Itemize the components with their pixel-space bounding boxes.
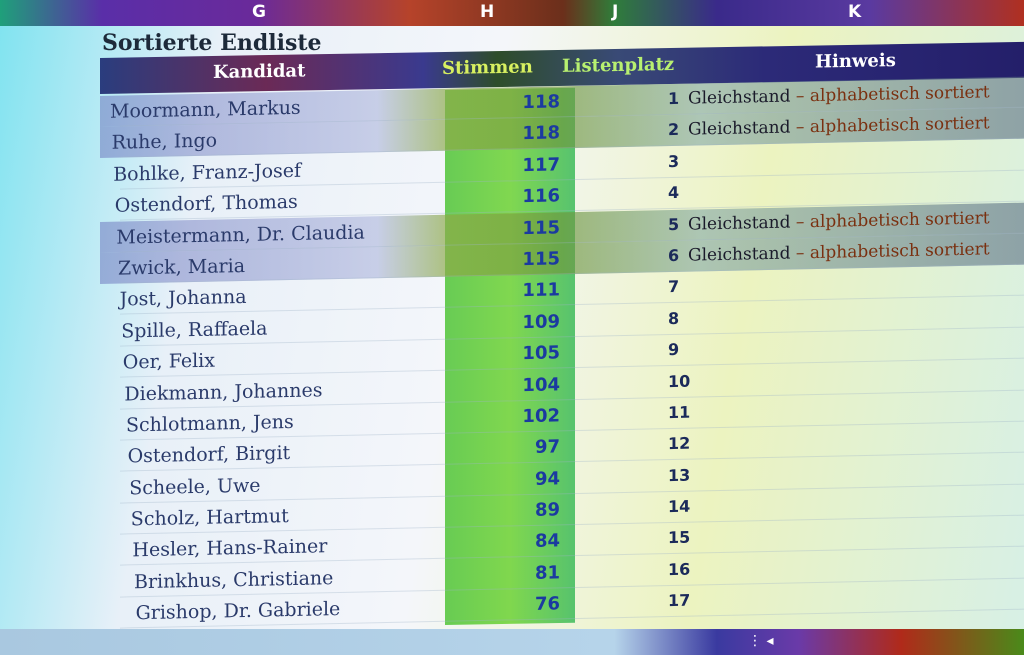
list-place-cell[interactable]: 13 — [668, 465, 691, 485]
votes-cell[interactable]: 111 — [522, 279, 560, 302]
votes-cell[interactable]: 81 — [534, 562, 560, 584]
tie-sorted-label: – alphabetisch sortiert — [795, 82, 990, 107]
votes-cell[interactable]: 84 — [534, 530, 560, 553]
column-header-j[interactable]: J — [612, 2, 619, 22]
tie-label: Gleichstand — [688, 212, 791, 235]
candidate-name-cell[interactable]: Grishop, Dr. Gabriele — [135, 598, 341, 625]
tie-sorted-label: – alphabetisch sortiert — [795, 113, 990, 138]
list-place-cell[interactable]: 5 — [668, 214, 680, 234]
results-table-body: Moormann, Markus 118 1 Gleichstand – alphab… — [100, 76, 1024, 630]
column-header-h[interactable]: H — [480, 2, 495, 22]
candidate-name-cell[interactable]: Bohlke, Franz-Josef — [113, 159, 302, 186]
tie-label: Gleichstand — [688, 243, 791, 266]
sheet-status-bar: ⋮ ◂ — [0, 629, 1024, 655]
candidate-name-cell[interactable]: Meistermann, Dr. Claudia — [116, 221, 365, 249]
list-place-cell[interactable]: 10 — [668, 371, 691, 391]
list-place-cell[interactable]: 8 — [668, 308, 680, 328]
tie-note-cell[interactable]: Gleichstand – alphabetisch sortiert — [688, 114, 990, 140]
list-place-cell[interactable]: 17 — [668, 590, 691, 611]
sheet-title: Sortierte Endliste — [102, 30, 322, 56]
list-place-cell[interactable]: 6 — [668, 245, 680, 266]
list-place-cell[interactable]: 1 — [668, 88, 680, 109]
votes-cell[interactable]: 105 — [522, 342, 560, 365]
tie-note-cell[interactable]: Gleichstand – alphabetisch sortiert — [688, 239, 990, 265]
header-kandidat[interactable]: Kandidat — [213, 60, 306, 84]
candidate-name-cell[interactable]: Ostendorf, Thomas — [114, 191, 298, 217]
header-stimmen[interactable]: Stimmen — [442, 56, 533, 80]
list-place-cell[interactable]: 14 — [668, 496, 691, 517]
candidate-name-cell[interactable]: Diekmann, Johannes — [124, 378, 323, 406]
tie-note-cell[interactable]: Gleichstand – alphabetisch sortiert — [688, 208, 990, 234]
candidate-name-cell[interactable]: Scheele, Uwe — [129, 474, 261, 500]
votes-cell[interactable]: 89 — [534, 499, 560, 521]
votes-cell[interactable]: 76 — [534, 593, 560, 616]
votes-cell[interactable]: 116 — [522, 185, 560, 208]
tie-sorted-label: – alphabetisch sortiert — [795, 207, 990, 232]
list-place-cell[interactable]: 16 — [668, 559, 691, 579]
candidate-name-cell[interactable]: Schlotmann, Jens — [126, 410, 294, 437]
candidate-name-cell[interactable]: Ruhe, Ingo — [111, 129, 218, 155]
list-place-cell[interactable]: 7 — [668, 277, 680, 297]
candidate-name-cell[interactable]: Oer, Felix — [122, 349, 215, 374]
tie-note-cell[interactable]: Gleichstand – alphabetisch sortiert — [688, 82, 990, 108]
candidate-name-cell[interactable]: Spille, Raffaela — [121, 317, 268, 343]
votes-cell[interactable]: 118 — [522, 122, 560, 145]
votes-cell[interactable]: 104 — [522, 373, 560, 396]
sheet-nav-arrows[interactable]: ⋮ ◂ — [748, 633, 774, 649]
candidate-name-cell[interactable]: Moormann, Markus — [110, 96, 301, 123]
candidate-name-cell[interactable]: Brinkhus, Christiane — [134, 566, 334, 594]
list-place-cell[interactable]: 12 — [668, 433, 691, 454]
candidate-name-cell[interactable]: Scholz, Hartmut — [130, 505, 289, 531]
candidate-name-cell[interactable]: Zwick, Maria — [118, 254, 246, 280]
list-place-cell[interactable]: 9 — [668, 339, 680, 360]
list-place-cell[interactable]: 4 — [668, 183, 680, 203]
votes-cell[interactable]: 117 — [522, 154, 560, 176]
column-header-k[interactable]: K — [848, 2, 862, 22]
votes-cell[interactable]: 115 — [522, 216, 560, 239]
tie-sorted-label: – alphabetisch sortiert — [795, 239, 990, 264]
tie-label: Gleichstand — [688, 117, 791, 141]
candidate-name-cell[interactable]: Hesler, Hans-Rainer — [132, 535, 328, 562]
list-place-cell[interactable]: 3 — [668, 151, 680, 171]
header-listenplatz[interactable]: Listenplatz — [562, 53, 675, 77]
votes-cell[interactable]: 102 — [522, 405, 560, 428]
candidate-name-cell[interactable]: Ostendorf, Birgit — [127, 442, 291, 468]
header-hinweis[interactable]: Hinweis — [815, 50, 896, 73]
column-header-g[interactable]: G — [252, 2, 266, 22]
column-header-strip: G H J K — [0, 0, 1024, 26]
list-place-cell[interactable]: 11 — [668, 402, 691, 423]
candidate-name-cell[interactable]: Jost, Johanna — [119, 286, 247, 311]
list-place-cell[interactable]: 2 — [668, 120, 680, 140]
votes-cell[interactable]: 118 — [522, 91, 560, 114]
tie-label: Gleichstand — [688, 86, 791, 109]
votes-cell[interactable]: 97 — [534, 436, 560, 459]
list-place-cell[interactable]: 15 — [668, 528, 691, 548]
votes-cell[interactable]: 94 — [534, 468, 560, 490]
votes-cell[interactable]: 115 — [522, 248, 560, 271]
votes-cell[interactable]: 109 — [522, 311, 560, 333]
